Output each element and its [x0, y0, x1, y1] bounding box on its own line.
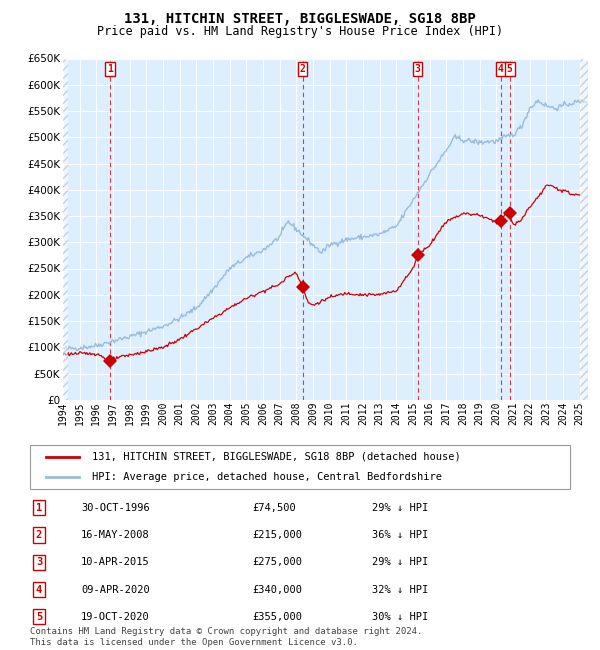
- Text: 3: 3: [36, 557, 42, 567]
- Text: 4: 4: [36, 584, 42, 595]
- Text: 131, HITCHIN STREET, BIGGLESWADE, SG18 8BP: 131, HITCHIN STREET, BIGGLESWADE, SG18 8…: [124, 12, 476, 26]
- Text: £275,000: £275,000: [252, 557, 302, 567]
- Text: £74,500: £74,500: [252, 502, 296, 513]
- Text: 30-OCT-1996: 30-OCT-1996: [81, 502, 150, 513]
- Text: 10-APR-2015: 10-APR-2015: [81, 557, 150, 567]
- Text: 30% ↓ HPI: 30% ↓ HPI: [372, 612, 428, 622]
- Text: 5: 5: [507, 64, 512, 73]
- Text: 32% ↓ HPI: 32% ↓ HPI: [372, 584, 428, 595]
- Text: 1: 1: [36, 502, 42, 513]
- Text: 29% ↓ HPI: 29% ↓ HPI: [372, 557, 428, 567]
- Text: HPI: Average price, detached house, Central Bedfordshire: HPI: Average price, detached house, Cent…: [92, 472, 442, 482]
- Text: 2: 2: [36, 530, 42, 540]
- Text: £215,000: £215,000: [252, 530, 302, 540]
- Text: 4: 4: [498, 64, 504, 73]
- Text: 19-OCT-2020: 19-OCT-2020: [81, 612, 150, 622]
- Text: 09-APR-2020: 09-APR-2020: [81, 584, 150, 595]
- Text: £340,000: £340,000: [252, 584, 302, 595]
- Text: 1: 1: [107, 64, 113, 73]
- Text: Price paid vs. HM Land Registry's House Price Index (HPI): Price paid vs. HM Land Registry's House …: [97, 25, 503, 38]
- Text: 29% ↓ HPI: 29% ↓ HPI: [372, 502, 428, 513]
- Text: 5: 5: [36, 612, 42, 622]
- FancyBboxPatch shape: [30, 445, 570, 489]
- Text: 3: 3: [415, 64, 421, 73]
- Text: £355,000: £355,000: [252, 612, 302, 622]
- Text: Contains HM Land Registry data © Crown copyright and database right 2024.
This d: Contains HM Land Registry data © Crown c…: [30, 627, 422, 647]
- Text: 16-MAY-2008: 16-MAY-2008: [81, 530, 150, 540]
- Text: 2: 2: [299, 64, 305, 73]
- Text: 131, HITCHIN STREET, BIGGLESWADE, SG18 8BP (detached house): 131, HITCHIN STREET, BIGGLESWADE, SG18 8…: [92, 452, 461, 461]
- Text: 36% ↓ HPI: 36% ↓ HPI: [372, 530, 428, 540]
